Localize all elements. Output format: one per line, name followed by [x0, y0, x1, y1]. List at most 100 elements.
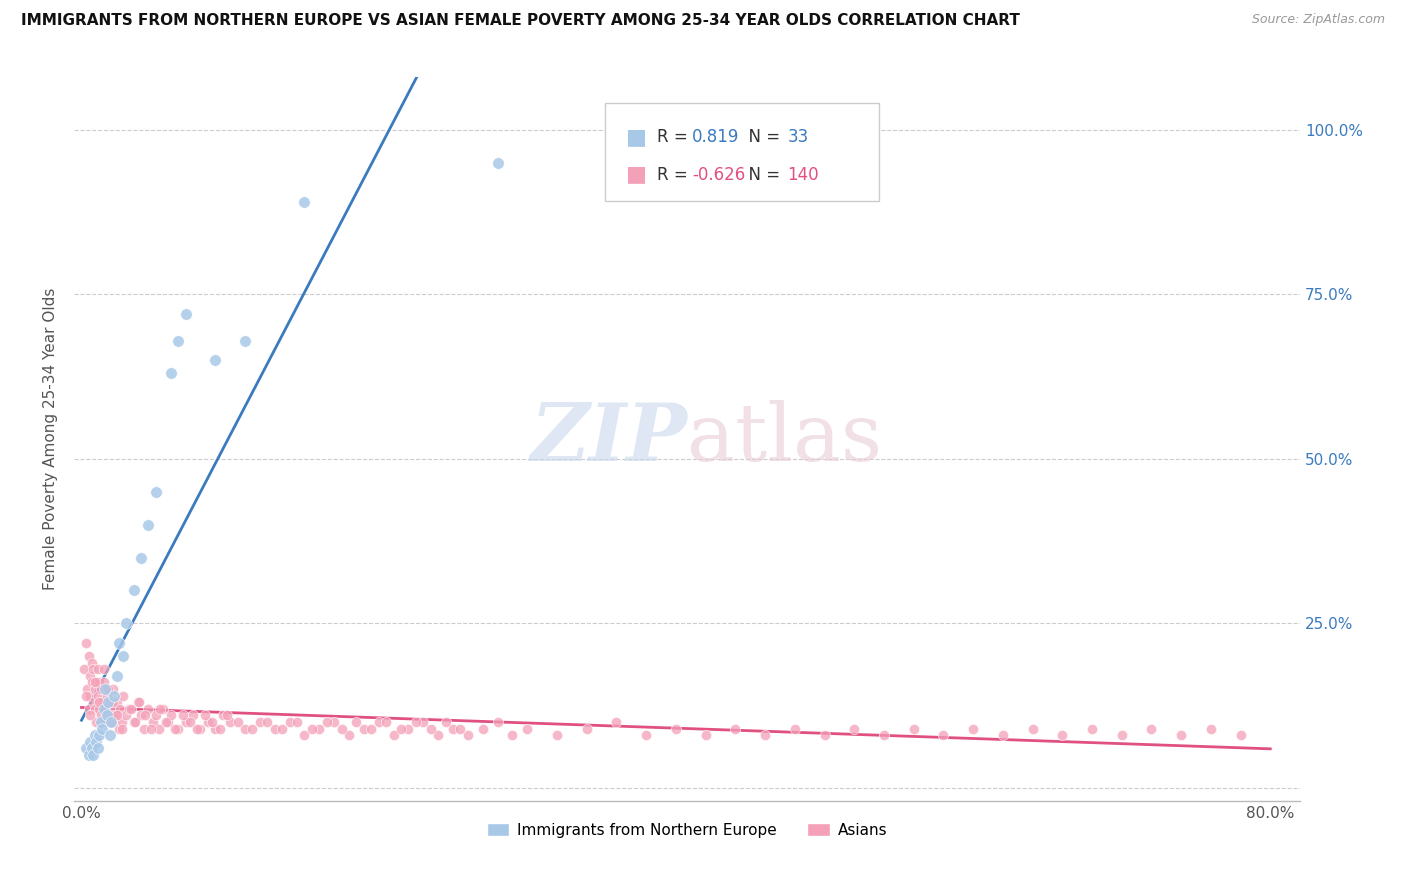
- Point: [233, 722, 256, 736]
- Point: [219, 714, 242, 729]
- Point: [516, 722, 538, 736]
- Point: [90, 682, 112, 697]
- Point: [103, 689, 125, 703]
- Point: [249, 714, 271, 729]
- Point: [87, 662, 110, 676]
- Point: [101, 695, 124, 709]
- Point: [1140, 722, 1163, 736]
- Text: N =: N =: [738, 166, 786, 184]
- Text: R =: R =: [657, 166, 693, 184]
- Point: [152, 702, 174, 716]
- Point: [122, 714, 145, 729]
- Point: [294, 728, 316, 742]
- Point: [129, 550, 152, 565]
- Text: 33: 33: [787, 128, 808, 146]
- Text: IMMIGRANTS FROM NORTHERN EUROPE VS ASIAN FEMALE POVERTY AMONG 25-34 YEAR OLDS CO: IMMIGRANTS FROM NORTHERN EUROPE VS ASIAN…: [21, 13, 1019, 29]
- Point: [96, 689, 118, 703]
- Point: [323, 714, 346, 729]
- Point: [79, 689, 101, 703]
- Point: [242, 722, 264, 736]
- Point: [346, 714, 368, 729]
- Point: [308, 722, 330, 736]
- Point: [208, 722, 231, 736]
- Point: [93, 662, 115, 676]
- Point: [159, 708, 181, 723]
- Point: [211, 708, 233, 723]
- Point: [100, 714, 122, 729]
- Point: [186, 722, 208, 736]
- Point: [87, 689, 110, 703]
- Point: [471, 722, 494, 736]
- Point: [201, 714, 224, 729]
- Point: [91, 722, 114, 736]
- Point: [118, 702, 141, 716]
- Point: [695, 728, 717, 742]
- Point: [1081, 722, 1104, 736]
- Point: [382, 728, 405, 742]
- Point: [813, 728, 835, 742]
- Point: [226, 714, 249, 729]
- Point: [87, 741, 110, 756]
- Point: [138, 517, 160, 532]
- Text: atlas: atlas: [688, 401, 882, 478]
- Point: [412, 714, 434, 729]
- Point: [278, 714, 301, 729]
- Point: [1111, 728, 1133, 742]
- Point: [389, 722, 412, 736]
- Point: [96, 708, 118, 723]
- Point: [112, 689, 135, 703]
- Point: [97, 708, 120, 723]
- Point: [120, 702, 142, 716]
- Point: [115, 708, 138, 723]
- Point: [991, 728, 1014, 742]
- Point: [330, 722, 353, 736]
- Point: [167, 722, 190, 736]
- Text: ■: ■: [626, 164, 647, 184]
- Point: [105, 669, 128, 683]
- Point: [197, 714, 219, 729]
- Point: [1021, 722, 1043, 736]
- Point: [94, 702, 117, 716]
- Point: [172, 708, 194, 723]
- Text: 0.819: 0.819: [692, 128, 740, 146]
- Point: [104, 708, 127, 723]
- Point: [75, 741, 97, 756]
- Point: [783, 722, 806, 736]
- Point: [97, 682, 120, 697]
- Point: [449, 722, 471, 736]
- Point: [844, 722, 866, 736]
- Point: [294, 195, 316, 210]
- Point: [165, 722, 187, 736]
- Point: [1229, 728, 1251, 742]
- Point: [353, 722, 375, 736]
- Point: [256, 714, 278, 729]
- Point: [271, 722, 294, 736]
- Point: [82, 662, 104, 676]
- Point: [204, 722, 226, 736]
- Point: [75, 636, 97, 650]
- Point: [93, 675, 115, 690]
- Point: [367, 714, 389, 729]
- Point: [111, 722, 134, 736]
- Point: [179, 714, 201, 729]
- Point: [605, 714, 627, 729]
- Point: [396, 722, 419, 736]
- Point: [145, 708, 167, 723]
- Point: [434, 714, 457, 729]
- Point: [419, 722, 441, 736]
- Point: [79, 734, 101, 748]
- Point: [80, 656, 103, 670]
- Point: [100, 714, 122, 729]
- Point: [486, 714, 509, 729]
- Point: [194, 708, 217, 723]
- Point: [204, 353, 226, 368]
- Point: [174, 714, 197, 729]
- Point: [138, 702, 160, 716]
- Point: [80, 741, 103, 756]
- Text: 140: 140: [787, 166, 818, 184]
- Point: [94, 682, 117, 697]
- Point: [124, 714, 146, 729]
- Point: [501, 728, 523, 742]
- Point: [86, 675, 108, 690]
- Point: [1052, 728, 1074, 742]
